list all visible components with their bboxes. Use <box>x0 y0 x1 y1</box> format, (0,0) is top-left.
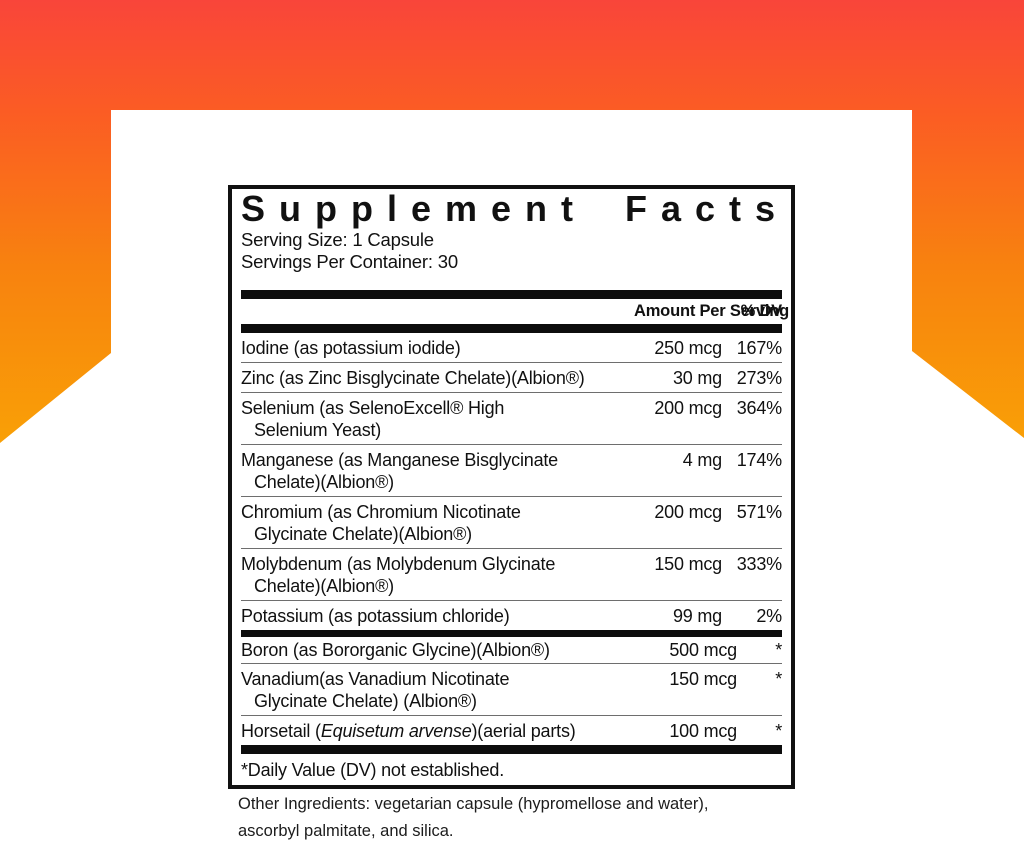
ingredient-name: Boron (as Bororganic Glycine)(Albion®) <box>241 639 634 661</box>
table-row-potassium: Potassium (as potassium chloride) 99 mg … <box>241 601 782 630</box>
amount-value: 4 mg <box>682 450 722 470</box>
dv-footnote: *Daily Value (DV) not established. <box>241 760 504 780</box>
table-row-vanadium: Vanadium(as Vanadium Nicotinate Glycinate… <box>241 664 782 716</box>
table-row-molybdenum: Molybdenum (as Molybdenum Glycinate Chela… <box>241 549 782 601</box>
dv-value: 273% <box>736 368 782 388</box>
dv-value: 2% <box>756 606 782 626</box>
ingredient-name: Chromium (as Chromium Nicotinate Glycinat… <box>241 501 634 545</box>
panel-title: Supplement Facts <box>241 188 790 229</box>
amount-value: 200 mcg <box>654 502 722 522</box>
ingredient-name-text: Vanadium(as Vanadium Nicotinate <box>241 669 510 689</box>
ingredient-name-text: Selenium (as SelenoExcell® High <box>241 398 505 418</box>
dv-value: 571% <box>736 502 782 522</box>
ingredient-name: Manganese (as Manganese Bisglycinate Chel… <box>241 449 634 493</box>
amount-value: 150 mcg <box>669 669 737 689</box>
ingredient-name: Molybdenum (as Molybdenum Glycinate Chela… <box>241 553 634 597</box>
ingredient-name-text: Potassium (as potassium chloride) <box>241 606 510 626</box>
dv-value: 333% <box>736 554 782 574</box>
header-percent-dv: % DV <box>740 302 783 320</box>
ingredient-name-text: Iodine (as potassium iodide) <box>241 338 461 358</box>
ingredient-name: Zinc (as Zinc Bisglycinate Chelate)(Albi… <box>241 367 634 389</box>
ingredient-name-text: Chromium (as Chromium Nicotinate <box>241 502 521 522</box>
column-header-row: Amount Per Serving % DV <box>241 299 790 324</box>
supplement-facts-panel: Supplement Facts Serving Size: 1 Capsule… <box>228 185 795 789</box>
dv-value: 167% <box>736 338 782 358</box>
table-row-manganese: Manganese (as Manganese Bisglycinate Chel… <box>241 445 782 497</box>
dv-value: 364% <box>736 398 782 418</box>
table-row-zinc: Zinc (as Zinc Bisglycinate Chelate)(Albi… <box>241 363 782 393</box>
amount-value: 250 mcg <box>654 338 722 358</box>
header-amount-per-serving: Amount Per Serving <box>634 302 790 320</box>
amount-value: 500 mcg <box>669 640 737 660</box>
amount-value: 99 mg <box>672 606 722 626</box>
divider-thick <box>241 290 782 299</box>
ingredient-name-line2: Selenium Yeast) <box>254 420 382 440</box>
dv-value: * <box>775 669 782 689</box>
ingredient-name-text: Molybdenum (as Molybdenum Glycinate <box>241 554 556 574</box>
dv-value: * <box>775 640 782 660</box>
dv-value: 174% <box>736 450 782 470</box>
ingredient-name: Iodine (as potassium iodide) <box>241 337 634 359</box>
divider-thick <box>241 630 782 637</box>
ingredient-name-line2: Chelate)(Albion®) <box>254 576 394 596</box>
ingredient-name: Vanadium(as Vanadium Nicotinate Glycinate… <box>241 668 634 712</box>
dv-value: * <box>775 721 782 741</box>
ingredient-name-line2: Glycinate Chelate) (Albion®) <box>254 691 477 711</box>
ingredient-name-suffix: )(aerial parts) <box>471 721 576 741</box>
table-row-boron: Boron (as Bororganic Glycine)(Albion®) 5… <box>241 637 782 664</box>
ingredient-name: Horsetail (Equisetum arvense)(aerial par… <box>241 720 634 742</box>
divider-thick <box>241 324 782 333</box>
ingredient-name-text: Horsetail ( <box>241 721 321 741</box>
serving-size: Serving Size: 1 Capsule <box>241 229 434 250</box>
servings-per-container: Servings Per Container: 30 <box>241 251 458 272</box>
table-row-horsetail: Horsetail (Equisetum arvense)(aerial par… <box>241 716 782 745</box>
other-ingredients: Other Ingredients: vegetarian capsule (h… <box>238 791 709 844</box>
ingredient-name: Potassium (as potassium chloride) <box>241 605 634 627</box>
ingredient-name-line2: Chelate)(Albion®) <box>254 472 394 492</box>
divider-thick <box>241 745 782 754</box>
table-row-chromium: Chromium (as Chromium Nicotinate Glycinat… <box>241 497 782 549</box>
amount-value: 100 mcg <box>669 721 737 741</box>
ingredient-name-text: Manganese (as Manganese Bisglycinate <box>241 450 558 470</box>
amount-value: 200 mcg <box>654 398 722 418</box>
table-row-selenium: Selenium (as SelenoExcell® High Selenium … <box>241 393 782 445</box>
ingredient-name-text: Boron (as Bororganic Glycine)(Albion®) <box>241 640 550 660</box>
amount-value: 150 mcg <box>654 554 722 574</box>
other-ingredients-line1: Other Ingredients: vegetarian capsule (h… <box>238 795 709 813</box>
ingredient-name: Selenium (as SelenoExcell® High Selenium … <box>241 397 634 441</box>
ingredient-name-latin: Equisetum arvense <box>320 721 472 741</box>
table-row-iodine: Iodine (as potassium iodide) 250 mcg 167… <box>241 333 782 363</box>
other-ingredients-line2: ascorbyl palmitate, and silica. <box>238 822 454 840</box>
ingredient-name-line2: Glycinate Chelate)(Albion®) <box>254 524 472 544</box>
ingredient-name-text: Zinc (as Zinc Bisglycinate Chelate)(Albi… <box>241 368 585 388</box>
amount-value: 30 mg <box>672 368 722 388</box>
